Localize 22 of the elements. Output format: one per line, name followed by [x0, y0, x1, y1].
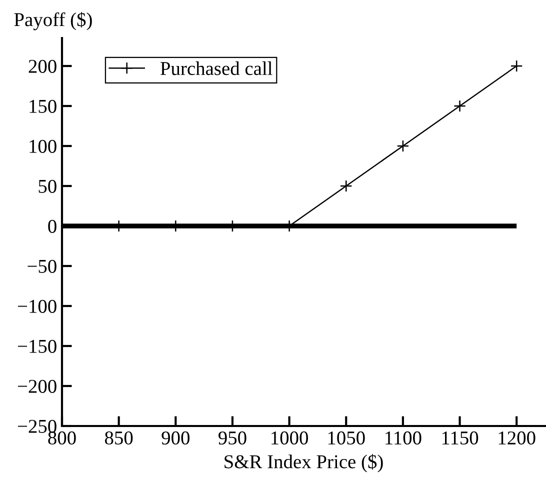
x-tick-label: 950: [218, 431, 246, 445]
y-tick-label: 150: [30, 100, 56, 113]
x-tick-label: 1100: [386, 431, 422, 445]
x-tick-label: 900: [162, 431, 190, 445]
x-tick-label: 1050: [328, 431, 365, 445]
y-tick-label: 200: [28, 60, 56, 73]
y-tick-label: 0: [48, 220, 56, 233]
y-tick-label: −50: [28, 260, 56, 273]
y-tick-label: −200: [18, 380, 56, 393]
y-tick-label: −100: [18, 300, 56, 313]
y-tick-label: 100: [30, 140, 56, 153]
x-tick-label: 850: [104, 431, 133, 445]
y-tick-label: 50: [38, 180, 56, 193]
y-tick-label: −250: [18, 420, 56, 433]
y-axis-title: Payoff ($): [14, 12, 92, 30]
x-tick-label: 1200: [498, 431, 536, 445]
x-tick-label: 800: [48, 431, 76, 445]
x-tick-label: 1150: [442, 431, 478, 445]
legend-label: Purchased call: [160, 61, 272, 76]
y-tick-label: −150: [18, 340, 56, 353]
x-axis-title: S&R Index Price ($): [224, 454, 383, 472]
x-tick-label: 1000: [272, 431, 308, 445]
